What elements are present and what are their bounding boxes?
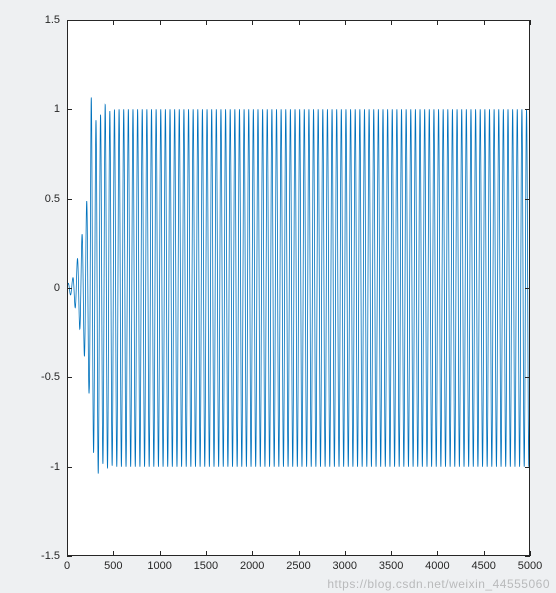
x-tick-mark	[160, 20, 161, 25]
figure: 0 500 1000 1500 2000 2500 3000 3500 4000 4500 5000…	[0, 0, 556, 593]
x-tick-mark	[530, 551, 531, 556]
y-tick-label: -0.5	[41, 371, 60, 383]
x-tick-mark	[437, 20, 438, 25]
y-tick-mark	[67, 20, 72, 21]
x-tick-mark	[530, 20, 531, 25]
x-tick-label: 3500	[379, 560, 403, 572]
y-tick-mark	[67, 467, 72, 468]
x-tick-mark	[484, 20, 485, 25]
y-tick-label: -1	[50, 461, 60, 473]
y-tick-mark	[67, 556, 72, 557]
x-tick-label: 1500	[194, 560, 218, 572]
signal-line-plot	[67, 20, 530, 556]
x-tick-mark	[113, 551, 114, 556]
x-tick-mark	[206, 20, 207, 25]
x-tick-label: 1000	[147, 560, 171, 572]
y-tick-mark	[67, 199, 72, 200]
y-tick-mark	[525, 377, 530, 378]
x-tick-label: 2500	[286, 560, 310, 572]
y-tick-mark	[525, 556, 530, 557]
x-tick-label: 3000	[333, 560, 357, 572]
x-tick-label: 2000	[240, 560, 264, 572]
y-tick-mark	[525, 109, 530, 110]
x-tick-mark	[160, 551, 161, 556]
x-tick-label: 0	[64, 560, 70, 572]
x-tick-label: 5000	[518, 560, 542, 572]
y-tick-label: -1.5	[41, 550, 60, 562]
axes	[67, 20, 530, 556]
y-tick-label: 1	[54, 103, 60, 115]
y-tick-label: 0	[54, 282, 60, 294]
x-tick-label: 500	[104, 560, 122, 572]
y-tick-label: 0.5	[45, 193, 60, 205]
y-tick-mark	[525, 467, 530, 468]
signal-path	[67, 97, 530, 473]
x-tick-mark	[391, 20, 392, 25]
x-tick-mark	[391, 551, 392, 556]
x-tick-mark	[252, 20, 253, 25]
x-tick-mark	[113, 20, 114, 25]
x-tick-label: 4500	[471, 560, 495, 572]
x-tick-mark	[299, 551, 300, 556]
y-tick-mark	[525, 199, 530, 200]
x-tick-mark	[345, 20, 346, 25]
x-tick-mark	[437, 551, 438, 556]
y-tick-mark	[525, 288, 530, 289]
y-tick-mark	[67, 109, 72, 110]
y-tick-mark	[525, 20, 530, 21]
y-tick-mark	[67, 377, 72, 378]
x-tick-mark	[252, 551, 253, 556]
x-tick-mark	[345, 551, 346, 556]
x-tick-mark	[484, 551, 485, 556]
x-tick-mark	[299, 20, 300, 25]
watermark: https://blog.csdn.net/weixin_44555060	[327, 577, 550, 591]
x-tick-label: 4000	[425, 560, 449, 572]
y-tick-mark	[67, 288, 72, 289]
y-tick-label: 1.5	[45, 14, 60, 26]
x-tick-mark	[206, 551, 207, 556]
